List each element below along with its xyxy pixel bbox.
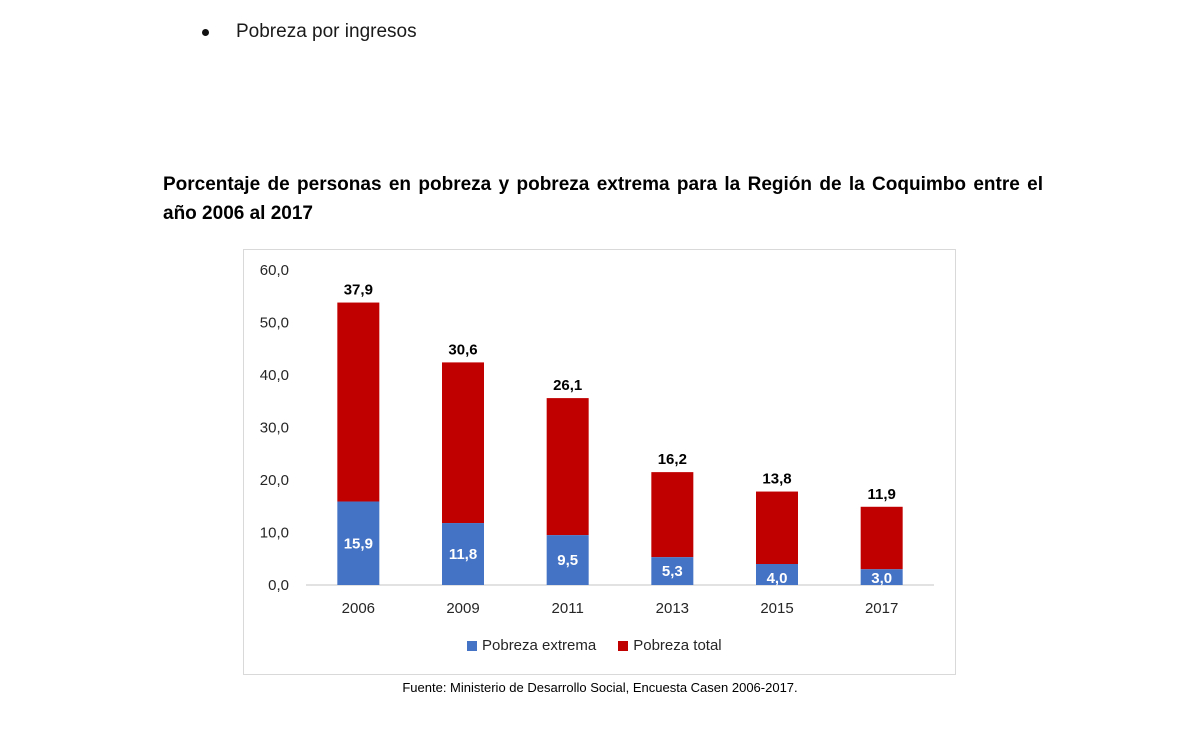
data-label-pobreza-total: 30,6 [448,341,477,358]
y-tick-label: 10,0 [260,525,289,542]
data-label-pobreza-total: 13,8 [762,471,791,488]
x-tick-label: 2009 [446,600,479,617]
y-tick-label: 60,0 [260,262,289,279]
data-label-pobreza-extrema: 4,0 [767,570,788,587]
data-label-pobreza-extrema: 3,0 [871,570,892,587]
y-tick-label: 20,0 [260,472,289,489]
bullet-icon [202,28,209,36]
bar-pobreza-total [442,362,484,524]
data-label-pobreza-extrema: 15,9 [344,535,373,552]
y-tick-label: 50,0 [260,315,289,332]
y-tick-label: 30,0 [260,420,289,437]
bar-pobreza-extrema [860,569,903,585]
data-label-pobreza-extrema: 9,5 [557,552,578,569]
x-tick-label: 2015 [760,600,793,617]
bar-pobreza-total [546,398,589,536]
chart-legend: Pobreza extrema Pobreza total [467,637,744,654]
data-label-pobreza-total: 37,9 [344,282,373,299]
legend-item-extrema: Pobreza extrema [467,637,596,654]
bar-pobreza-extrema [651,557,694,585]
bar-pobreza-extrema [756,564,798,585]
data-label-pobreza-extrema: 5,3 [662,563,683,580]
bullet-item: Pobreza por ingresos [196,19,417,45]
bar-pobreza-total [651,472,694,558]
bar-pobreza-extrema [442,523,484,585]
x-tick-label: 2013 [656,600,689,617]
y-tick-label: 0,0 [268,577,289,594]
bar-pobreza-extrema [337,501,380,585]
bar-pobreza-total [860,506,903,570]
legend-label-extrema: Pobreza extrema [482,637,597,654]
data-label-pobreza-total: 16,2 [658,451,687,468]
chart-title: Porcentaje de personas en pobreza y pobr… [163,174,1043,224]
data-label-pobreza-total: 11,9 [867,486,895,503]
bar-pobreza-extrema [546,535,589,585]
bar-pobreza-total [337,302,380,502]
data-label-pobreza-total: 26,1 [553,377,582,394]
legend-label-total: Pobreza total [633,637,722,654]
legend-swatch-total [618,640,629,651]
y-tick-label: 40,0 [260,367,289,384]
chart-source: Fuente: Ministerio de Desarrollo Social,… [402,680,798,695]
x-tick-label: 2017 [865,600,898,617]
legend-swatch-extrema [467,640,477,651]
x-tick-label: 2011 [552,600,584,617]
x-tick-label: 2006 [342,600,375,617]
legend-item-total: Pobreza total [618,637,722,654]
data-label-pobreza-extrema: 11,8 [449,546,477,563]
bar-pobreza-total [756,491,798,564]
bullet-text: Pobreza por ingresos [236,21,417,42]
